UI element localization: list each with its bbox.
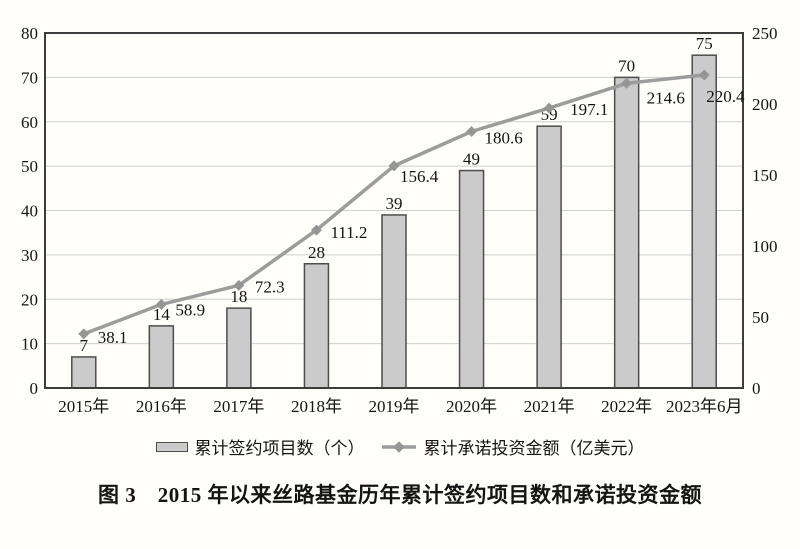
y-axis-tick-label: 70 [21,68,38,87]
bar-value-label: 28 [308,243,325,262]
y-axis-tick-label: 30 [21,246,38,265]
bar [303,263,330,389]
y-axis-tick-label: 10 [21,335,38,354]
bar-value-label: 7 [80,336,89,355]
bar-value-label: 70 [618,56,635,75]
bar [381,214,407,389]
line-marker [543,102,555,114]
line-marker [388,160,400,172]
bar-value-label: 18 [230,287,247,306]
bar [458,169,485,389]
x-axis-label: 2023年6月 [666,397,743,416]
plot-frame [44,32,744,389]
line-marker [621,77,633,89]
line-marker [466,126,478,138]
x-axis-label: 2016年 [136,397,187,416]
x-axis-label: 2019年 [369,397,420,416]
bar-value-label: 39 [386,194,403,213]
x-axis-label: 2017年 [213,397,264,416]
y-axis-tick-label: 40 [21,202,38,221]
y2-axis-tick-label: 100 [752,237,778,256]
legend-label-bar-series: 累计签约项目数（个） [194,439,365,458]
y-axis-tick-label: 50 [21,157,38,176]
y-axis-tick-label: 60 [21,113,38,132]
line-value-label: 197.1 [570,100,608,119]
bar-value-label: 49 [463,150,480,169]
y-axis-tick-label: 20 [21,290,38,309]
line-marker [155,298,167,310]
legend: 累计签约项目数（个） 累计承诺投资金额（亿美元） [0,434,800,459]
x-axis-label: 2018年 [291,397,342,416]
legend-item-bar-series: 累计签约项目数（个） [155,434,365,459]
line-series-swatch-icon [381,440,416,453]
bar [148,325,175,389]
y2-axis-tick-label: 50 [752,308,769,327]
line-marker [233,279,245,291]
bar [71,356,97,389]
legend-item-line-series: 累计承诺投资金额（亿美元） [381,434,645,459]
line-marker [78,328,90,340]
legend-label-line-series: 累计承诺投资金额（亿美元） [423,439,645,458]
line-value-label: 156.4 [400,167,439,186]
x-axis-label: 2015年 [58,397,109,416]
line-value-label: 58.9 [175,300,205,319]
line-marker [310,224,322,236]
combo-chart: 7141828394959707538.158.972.3111.2156.41… [21,24,778,416]
line-value-label: 214.6 [647,88,685,107]
line-value-label: 220.4 [706,87,745,106]
line-marker [698,69,710,81]
line-value-label: 72.3 [255,277,285,296]
bar-value-label: 75 [696,34,713,53]
figure-caption: 图 3 2015 年以来丝路基金历年累计签约项目数和承诺投资金额 [98,483,702,507]
bar-value-label: 14 [153,305,171,324]
bar [536,125,562,389]
y2-axis-tick-label: 150 [752,166,778,185]
line-value-label: 38.1 [98,328,128,347]
y2-axis-tick-label: 200 [752,95,778,114]
bar [613,76,640,389]
line-value-label: 111.2 [330,223,367,242]
bar-series-swatch-icon [155,441,188,452]
y2-axis-tick-label: 250 [752,24,778,43]
y-axis-tick-label: 80 [21,24,38,43]
line-value-label: 180.6 [485,129,523,148]
y-axis-tick-label: 0 [30,379,39,398]
x-axis-label: 2022年 [601,397,652,416]
x-axis-label: 2020年 [446,397,497,416]
y2-axis-tick-label: 0 [752,379,761,398]
x-axis-label: 2021年 [524,397,575,416]
bar [226,307,252,389]
